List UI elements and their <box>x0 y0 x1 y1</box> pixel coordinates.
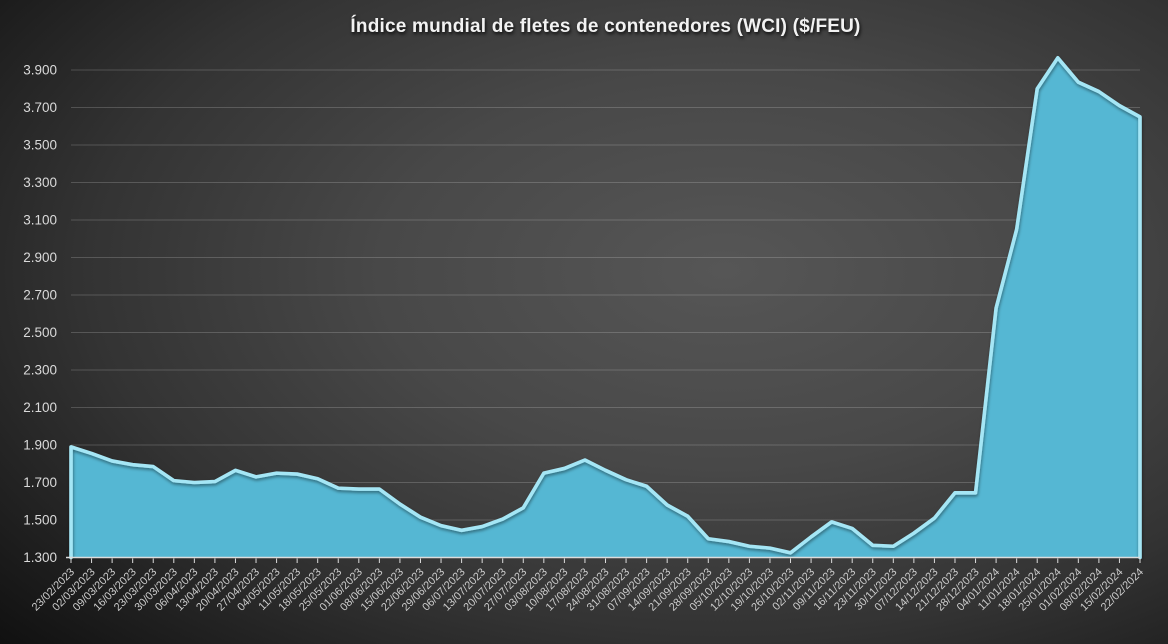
x-axis-ticks <box>70 558 1141 563</box>
y-axis-tick-label: 2.900 <box>23 250 57 265</box>
y-axis-tick-label: 2.500 <box>23 325 57 340</box>
y-axis-labels: 1.300 1.500 1.700 1.900 2.100 2.300 2.500 2.700… <box>23 63 57 566</box>
area-series-edge <box>69 56 1142 560</box>
chart-title: Índice mundial de fletes de contenedores… <box>350 16 861 37</box>
y-axis-tick-label: 2.300 <box>23 363 57 378</box>
y-axis-tick-label: 3.500 <box>23 138 57 153</box>
x-axis-labels: 23/02/202302/03/202309/03/202316/03/2023… <box>30 566 1146 613</box>
area-series-fill <box>71 57 1140 558</box>
y-axis-tick-label: 3.700 <box>23 100 57 115</box>
y-axis-tick-label: 1.500 <box>23 513 57 528</box>
y-axis-tick-label: 3.100 <box>23 213 57 228</box>
gridlines <box>71 69 1140 521</box>
y-axis-tick-label: 1.700 <box>23 475 57 490</box>
y-axis-tick-label: 1.900 <box>23 438 57 453</box>
y-axis-tick-label: 1.300 <box>23 550 57 565</box>
y-axis-tick-label: 3.900 <box>23 63 57 78</box>
y-axis-tick-label: 2.700 <box>23 288 57 303</box>
y-axis-tick-label: 2.100 <box>23 400 57 415</box>
y-axis-tick-label: 3.300 <box>23 175 57 190</box>
